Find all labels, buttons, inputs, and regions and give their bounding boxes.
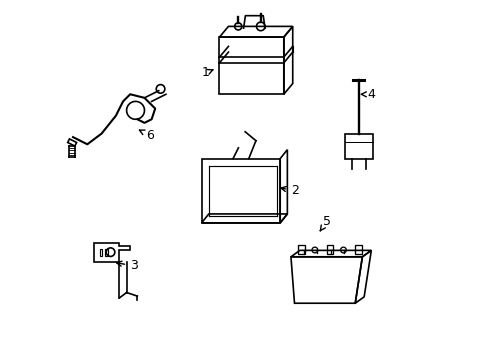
Bar	[326, 245, 332, 253]
Bar	[100, 249, 102, 256]
Bar	[354, 245, 361, 253]
Bar	[298, 245, 304, 253]
Bar	[105, 249, 107, 256]
Text: 3: 3	[116, 259, 138, 272]
Text: 2: 2	[280, 184, 298, 197]
Text: 1: 1	[201, 66, 212, 80]
Text: 4: 4	[361, 88, 375, 101]
Text: 5: 5	[320, 215, 330, 231]
Text: 6: 6	[139, 129, 154, 142]
